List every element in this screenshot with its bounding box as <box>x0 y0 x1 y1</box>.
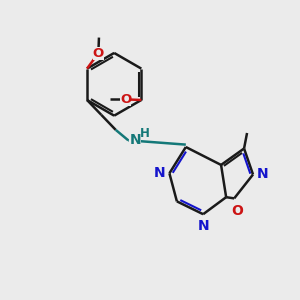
Text: O: O <box>120 93 131 106</box>
Text: N: N <box>197 219 209 233</box>
Text: N: N <box>257 167 269 182</box>
Text: N: N <box>129 133 141 147</box>
Text: O: O <box>231 204 243 218</box>
Text: O: O <box>93 46 104 60</box>
Text: H: H <box>140 127 150 140</box>
Text: N: N <box>154 166 165 180</box>
